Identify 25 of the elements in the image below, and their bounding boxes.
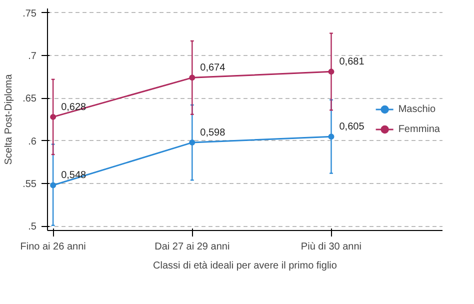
point (50, 182, 56, 188)
point (50, 114, 56, 120)
y-tick-label: .6 (28, 136, 37, 148)
point (328, 68, 334, 75)
data-label: 0,628 (61, 102, 87, 113)
x-tick-label: Più di 30 anni (300, 242, 362, 252)
data-label: 0,548 (61, 170, 87, 182)
y-axis-title: Scelta Post-Diploma (4, 74, 15, 165)
legend-label: Maschio (398, 104, 436, 114)
x-axis-title: Classi di età ideali per avere il primo figlio (153, 260, 338, 272)
x-tick-label: Fino ai 26 anni (20, 242, 86, 252)
point (189, 140, 196, 146)
data-label: 0,598 (200, 128, 226, 139)
y-tick-label: .65 (22, 94, 37, 105)
point (189, 74, 196, 81)
y-tick-label: .55 (22, 179, 37, 190)
y-tick-label: .5 (28, 222, 37, 233)
legend-label: Femmina (398, 124, 440, 134)
y-tick-label: .75 (22, 8, 37, 20)
data-label: 0,674 (200, 62, 226, 74)
point (328, 134, 334, 140)
x-tick-label: Dai 27 ai 29 anni (154, 242, 230, 252)
data-label: 0,605 (339, 122, 365, 133)
data-label: 0,681 (339, 56, 365, 68)
y-tick-label: .7 (28, 50, 37, 62)
